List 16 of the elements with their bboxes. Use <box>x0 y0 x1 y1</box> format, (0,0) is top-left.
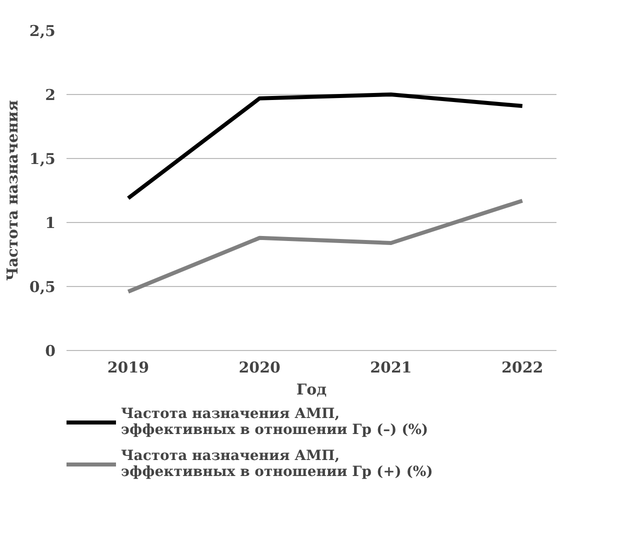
x-tick-label: 2022 <box>501 358 544 376</box>
y-tick-label: 0,5 <box>29 278 56 296</box>
line-series <box>126 92 524 200</box>
x-tick-label: 2021 <box>370 358 412 376</box>
x-tick-label: 2020 <box>238 358 280 376</box>
y-tick-label: 2 <box>45 86 56 104</box>
line-series <box>126 198 524 294</box>
y-tick-label: 1,5 <box>29 150 56 168</box>
y-tick-label: 0 <box>45 342 56 360</box>
legend-label: Частота назначения АМП, эффективных в отношении Гр (+) (%) <box>121 448 433 480</box>
x-axis-title: Год <box>296 380 327 398</box>
y-axis-title: Частота назначения <box>3 100 22 281</box>
y-tick-label: 2,5 <box>29 22 56 40</box>
y-tick-label: 1 <box>45 214 56 232</box>
x-tick-label: 2019 <box>107 358 150 376</box>
legend-label: Частота назначения АМП, эффективных в отношении Гр (–) (%) <box>121 406 428 438</box>
